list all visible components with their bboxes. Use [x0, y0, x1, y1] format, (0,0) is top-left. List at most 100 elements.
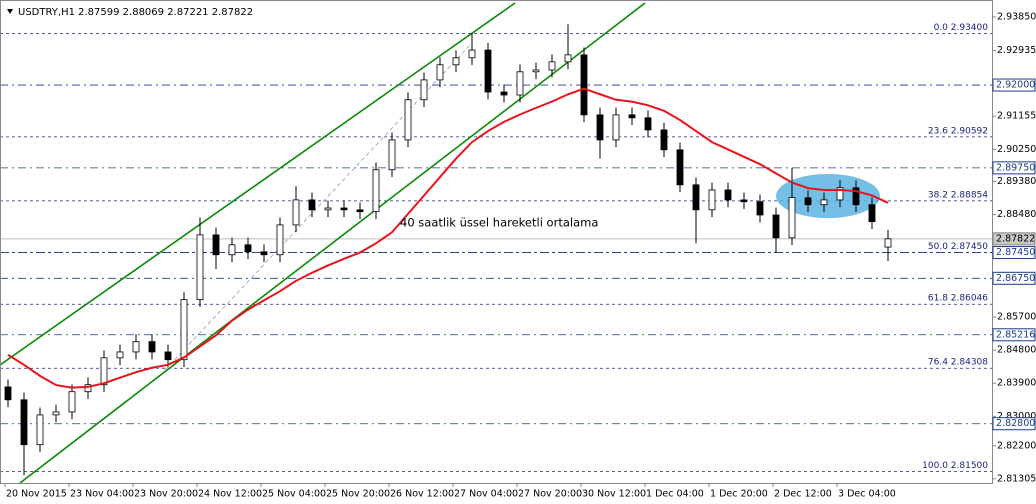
y-tick-label: 2.83900 [997, 378, 1036, 389]
candle-body [692, 184, 700, 211]
current-price-box [992, 232, 1036, 246]
fib-label: 100.0 2.81500 [922, 461, 988, 471]
candle-body [740, 199, 748, 203]
candle-body [580, 54, 588, 116]
candle-body [164, 351, 172, 361]
channel-lower [19, 2, 646, 484]
candle-body [596, 114, 604, 141]
candle-body [356, 209, 364, 213]
candle-body [708, 189, 716, 211]
current-price-label: 2.87822 [996, 233, 1035, 244]
candle-body [20, 399, 28, 446]
candle-body [420, 79, 428, 101]
channel-upper [0, 2, 516, 366]
candle-body [836, 187, 844, 201]
x-tick-label: 23 Nov 20:00 [134, 489, 198, 500]
axis: 2.93850 2.92935 2.91155 2.90250 2.89380 2.884… [4, 11, 1036, 500]
x-tick-label: 3 Dec 04:00 [838, 489, 896, 500]
price-level-label: 2.82800 [996, 418, 1035, 429]
candle-body [52, 411, 60, 416]
candle-body [788, 197, 796, 239]
candle-body [484, 49, 492, 93]
chart-title: USDTRY,H1 2.87599 2.88069 2.87221 2.8782… [18, 7, 253, 18]
candle-body [100, 357, 108, 386]
y-tick-label: 2.93850 [997, 11, 1036, 22]
candle-body [628, 114, 636, 119]
candle-body [660, 129, 668, 151]
candle-body [244, 244, 252, 253]
candle-body [564, 54, 572, 63]
x-tick-label: 25 Nov 04:00 [262, 489, 326, 500]
fib-label: 23.6 2.90592 [928, 126, 988, 136]
price-level-box [992, 78, 1036, 92]
candle-body [36, 414, 44, 446]
candle-body [852, 187, 860, 206]
candle-body [468, 49, 476, 59]
y-tick-label: 2.84800 [997, 345, 1036, 356]
candle-body [372, 169, 380, 213]
candle-body [4, 386, 12, 401]
x-tick-label: 25 Nov 20:00 [326, 489, 390, 500]
levels: 0.0 2.93400 23.6 2.90592 38.2 2.88854 50.0 … [0, 23, 992, 472]
ema-line [7, 87, 889, 389]
y-tick-label: 2.81305 [997, 473, 1036, 484]
candle-body [196, 234, 204, 301]
menu-arrow[interactable] [7, 9, 13, 14]
candle-body [612, 114, 620, 141]
candle-body [292, 199, 300, 226]
candle-body [756, 201, 764, 216]
y-tick-label: 2.88480 [997, 209, 1036, 220]
price-level-box [992, 328, 1036, 342]
annotation: 40 saatlik üssel hareketli ortalama [400, 216, 598, 230]
candle-body [180, 299, 188, 361]
x-tick-label: 26 Nov 12:00 [390, 489, 454, 500]
y-tick-label: 2.89380 [997, 176, 1036, 187]
channel-mid [164, 44, 471, 371]
x-tick-label: 30 Nov 12:00 [582, 489, 646, 500]
candle-body [820, 199, 828, 206]
candle-body [68, 391, 76, 413]
candle-body [340, 207, 348, 211]
fib-label: 61.8 2.86046 [928, 294, 988, 304]
candle-body [228, 244, 236, 256]
candle-body [884, 238, 892, 248]
y-tick-label: 2.92935 [997, 45, 1036, 56]
price-level-label: 2.86750 [996, 273, 1035, 284]
price-level-box [992, 271, 1036, 285]
candle-body [676, 149, 684, 186]
candle-body [868, 204, 876, 223]
x-tick-label: 27 Nov 04:00 [454, 489, 518, 500]
price-level-box [992, 246, 1036, 260]
y-tick-label: 2.82200 [997, 440, 1036, 451]
price-level-box [992, 161, 1036, 175]
y-tick-label: 2.85700 [997, 311, 1036, 322]
price-level-label: 2.92000 [996, 80, 1035, 91]
candle-body [276, 224, 284, 256]
candle-body [644, 117, 652, 131]
fib-label: 76.4 2.84308 [928, 358, 988, 368]
candle-body [804, 197, 812, 206]
candle-body [532, 69, 540, 73]
candle-body [116, 351, 124, 359]
candle-body [404, 99, 412, 141]
candle-body [436, 64, 444, 81]
price-level-label: 2.87450 [996, 247, 1035, 258]
plot [4, 24, 892, 476]
price-level-label: 2.85216 [996, 329, 1035, 340]
candle-body [148, 341, 156, 353]
y-tick-label: 2.91155 [997, 111, 1036, 122]
candle-body [516, 71, 524, 96]
x-tick-label: 1 Dec 20:00 [710, 489, 768, 500]
candle-body [324, 207, 332, 211]
candle-body [132, 341, 140, 353]
candle-body [772, 214, 780, 239]
x-tick-label: 24 Nov 12:00 [198, 489, 262, 500]
candle-body [548, 61, 556, 71]
y-tick-label: 2.83000 [997, 411, 1036, 422]
fib-label: 38.2 2.88854 [928, 190, 988, 200]
x-tick-label: 23 Nov 04:00 [70, 489, 134, 500]
candle-body [84, 384, 92, 393]
price-level-label: 2.89750 [996, 162, 1035, 173]
fib-label: 50.0 2.87450 [928, 242, 988, 252]
